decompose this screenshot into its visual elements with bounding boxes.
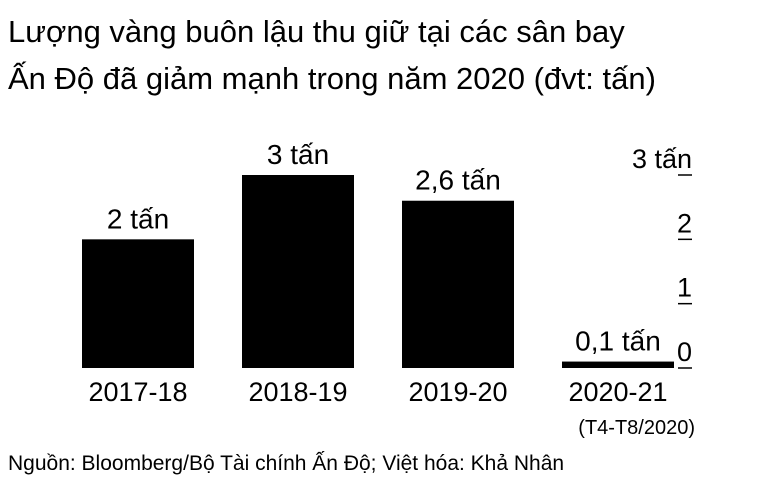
source: Nguồn: Bloomberg/Bộ Tài chính Ấn Độ; Việ… bbox=[8, 452, 564, 475]
value-label: 2 tấn bbox=[107, 203, 169, 234]
bar bbox=[242, 175, 354, 368]
x-tick-label: 2019-20 bbox=[408, 377, 507, 407]
value-label: 2,6 tấn bbox=[415, 165, 501, 196]
x-tick-label: 2020-21 bbox=[568, 377, 667, 407]
value-label: 3 tấn bbox=[267, 139, 329, 170]
y-tick-label: 2 bbox=[677, 208, 692, 238]
category-note: (T4-T8/2020) bbox=[578, 417, 695, 439]
bar bbox=[562, 361, 674, 368]
y-tick-label: 3 tấn bbox=[632, 144, 692, 174]
y-tick-label: 1 bbox=[677, 273, 692, 303]
x-tick-label: 2017-18 bbox=[88, 377, 187, 407]
y-tick-label: 0 bbox=[677, 337, 692, 367]
chart-title: Ấn Độ đã giảm mạnh trong năm 2020 (đvt: … bbox=[8, 61, 656, 96]
bar bbox=[402, 200, 514, 368]
x-tick-label: 2018-19 bbox=[248, 377, 347, 407]
bar bbox=[82, 239, 194, 368]
chart-title: Lượng vàng buôn lậu thu giữ tại các sân … bbox=[8, 14, 625, 49]
value-label: 0,1 tấn bbox=[575, 326, 661, 357]
